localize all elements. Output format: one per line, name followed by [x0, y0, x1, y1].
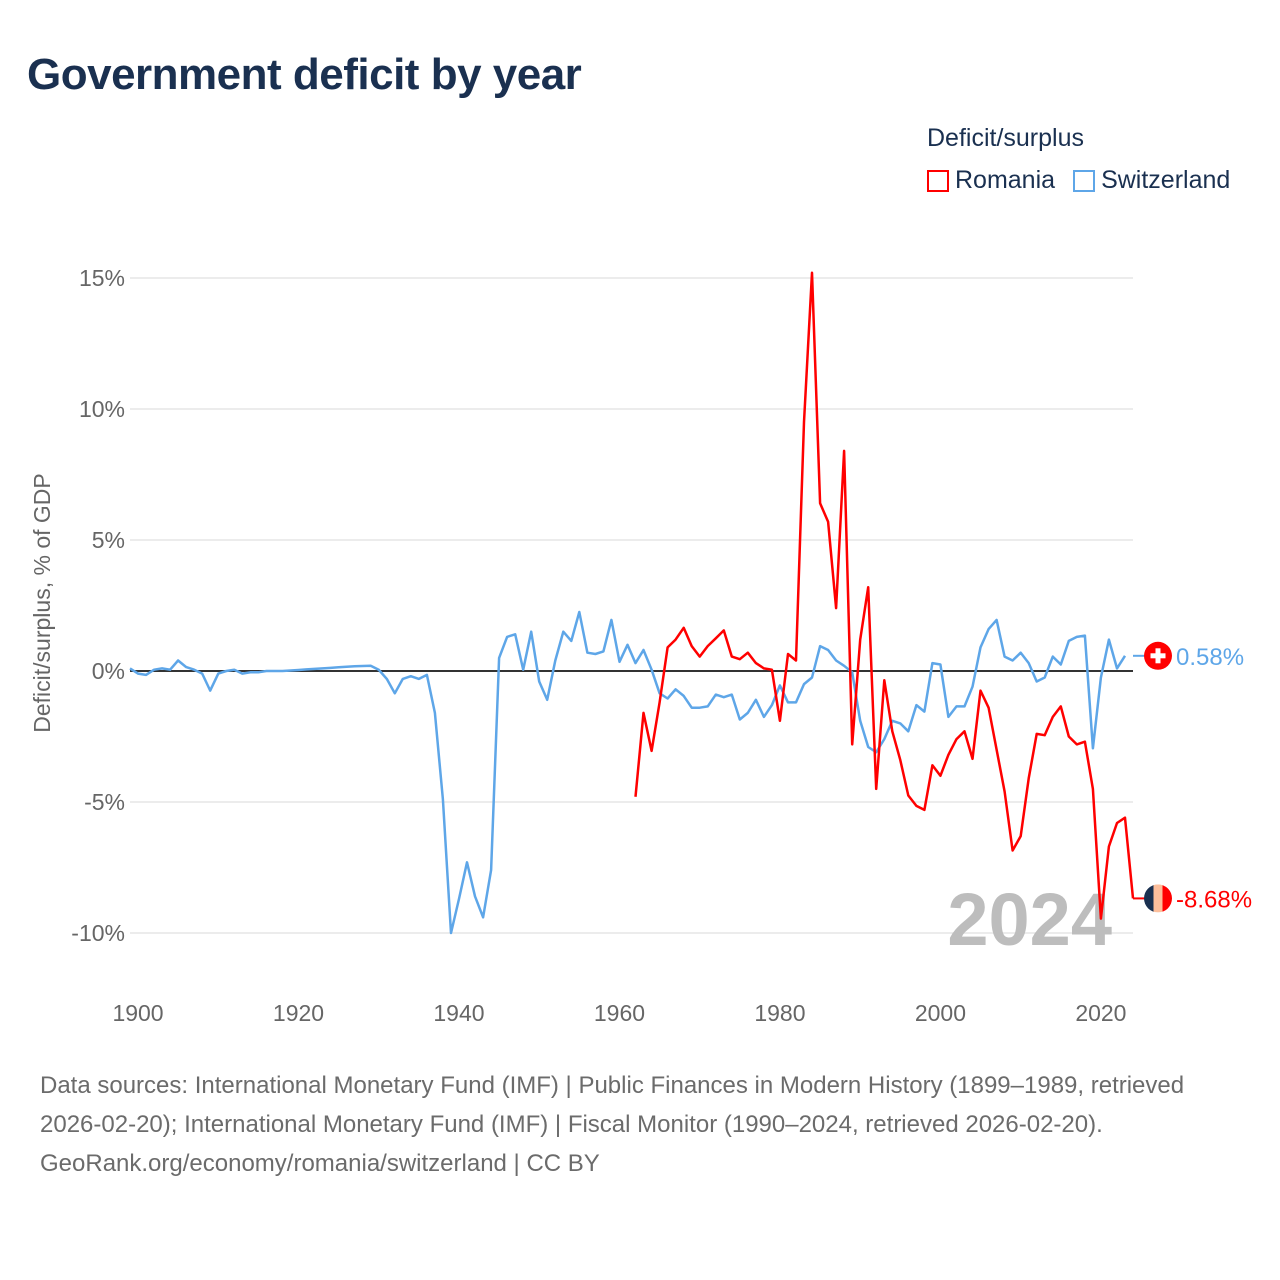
flag-cross: [1155, 648, 1161, 664]
end-value-label-romania: -8.68%: [1176, 886, 1252, 913]
year-label: 2024: [947, 878, 1112, 961]
legend-item-switzerland[interactable]: Switzerland: [1073, 166, 1230, 195]
x-tick-label: 1920: [273, 1000, 324, 1026]
flag-stripe: [1162, 884, 1172, 913]
y-tick-label: 15%: [79, 265, 125, 291]
x-tick-label: 1900: [112, 1000, 163, 1026]
y-tick-label: -10%: [71, 920, 125, 946]
x-tick-label: 2000: [915, 1000, 966, 1026]
romania-flag-icon: [1144, 884, 1154, 913]
end-value-label-switzerland: 0.58%: [1176, 644, 1244, 671]
x-tick-label: 1960: [594, 1000, 645, 1026]
y-tick-label: 0%: [92, 658, 125, 684]
legend-swatch-switzerland: [1073, 169, 1096, 192]
series-line-switzerland: [129, 610, 1127, 935]
flag-stripe: [1153, 884, 1163, 913]
chart-title: Government deficit by year: [27, 50, 582, 99]
legend-swatch-romania: [927, 169, 949, 192]
x-tick-label: 2020: [1075, 1000, 1126, 1026]
legend-label-romania: Romania: [955, 166, 1056, 194]
attribution-link[interactable]: GeoRank.org/economy/romania/switzerland …: [40, 1150, 600, 1177]
data-sources: Data sources: International Monetary Fun…: [40, 1072, 1185, 1138]
series-line-romania: [634, 271, 1135, 920]
y-tick-label: 5%: [92, 527, 125, 553]
y-tick-label: -5%: [84, 789, 125, 815]
legend-label-switzerland: Switzerland: [1101, 166, 1231, 194]
line-chart: -10% -5% 0% 5% 10% 15% 1900 1920 1940 1960 1980 200…: [29, 265, 1252, 1026]
x-tick-label: 1980: [754, 1000, 805, 1026]
y-tick-label: 10%: [79, 396, 125, 422]
legend: Romania Switzerland: [927, 166, 1230, 195]
legend-item-romania[interactable]: Romania: [927, 166, 1055, 195]
x-tick-label: 1940: [433, 1000, 484, 1026]
footer: Data sources: International Monetary Fun…: [40, 1066, 1240, 1183]
y-axis-label: Deficit/surplus, % of GDP: [29, 473, 55, 732]
legend-title: Deficit/surplus: [927, 124, 1084, 152]
